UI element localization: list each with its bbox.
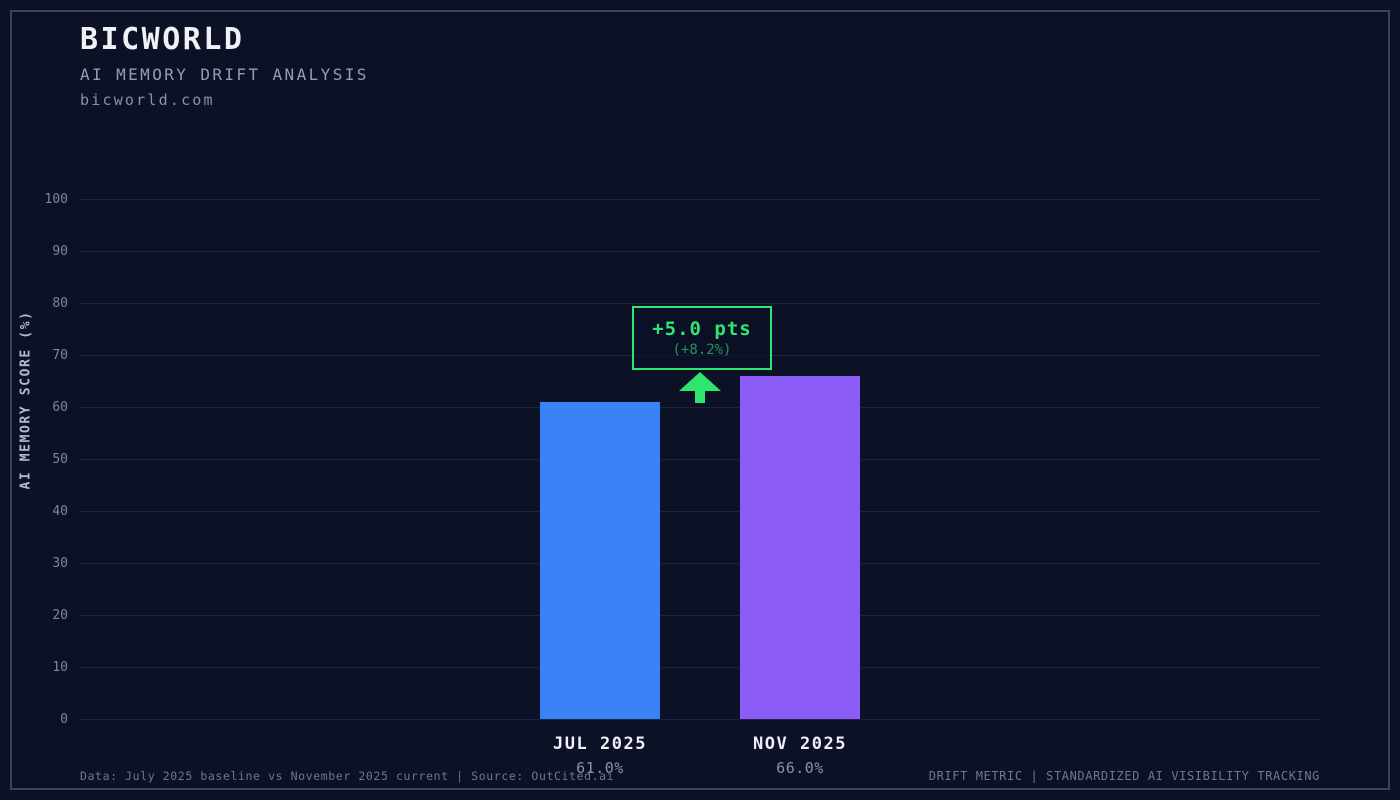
footer-metric-note: DRIFT METRIC | STANDARDIZED AI VISIBILIT…	[928, 769, 1320, 783]
bar	[540, 401, 660, 719]
page-subtitle: AI MEMORY DRIFT ANALYSIS	[80, 65, 369, 84]
gridline	[80, 407, 1320, 408]
y-tick-label: 10	[52, 660, 68, 675]
footer-source-note: Data: July 2025 baseline vs November 202…	[80, 769, 615, 783]
gridline	[80, 563, 1320, 564]
gridline	[80, 303, 1320, 304]
y-tick-label: 30	[52, 556, 68, 571]
y-tick-label: 40	[52, 504, 68, 519]
gridline	[80, 199, 1320, 200]
site-url: bicworld.com	[80, 91, 215, 109]
gridline	[80, 251, 1320, 252]
gridline	[80, 615, 1320, 616]
y-tick-label: 100	[44, 192, 68, 207]
gridline	[80, 459, 1320, 460]
y-tick-label: 80	[52, 296, 68, 311]
y-tick-label: 0	[60, 712, 68, 727]
y-tick-label: 50	[52, 452, 68, 467]
y-tick-label: 20	[52, 608, 68, 623]
bar	[740, 375, 860, 719]
gridline	[80, 667, 1320, 668]
bar-value-label: 61.0%	[576, 759, 624, 777]
x-category-label: JUL 2025	[553, 734, 647, 754]
up-arrow-icon	[679, 372, 721, 403]
y-tick-label: 90	[52, 244, 68, 259]
gridline	[80, 719, 1320, 720]
delta-points-label: +5.0 pts	[652, 318, 752, 340]
x-category-label: NOV 2025	[753, 734, 847, 754]
delta-percent-label: (+8.2%)	[672, 342, 732, 358]
gridline	[80, 511, 1320, 512]
page-title: BICWORLD	[80, 22, 245, 57]
y-tick-label: 60	[52, 400, 68, 415]
bar-value-label: 66.0%	[776, 759, 824, 777]
delta-annotation-box: +5.0 pts (+8.2%)	[632, 306, 772, 370]
y-tick-label: 70	[52, 348, 68, 363]
plot-area	[80, 199, 1320, 720]
